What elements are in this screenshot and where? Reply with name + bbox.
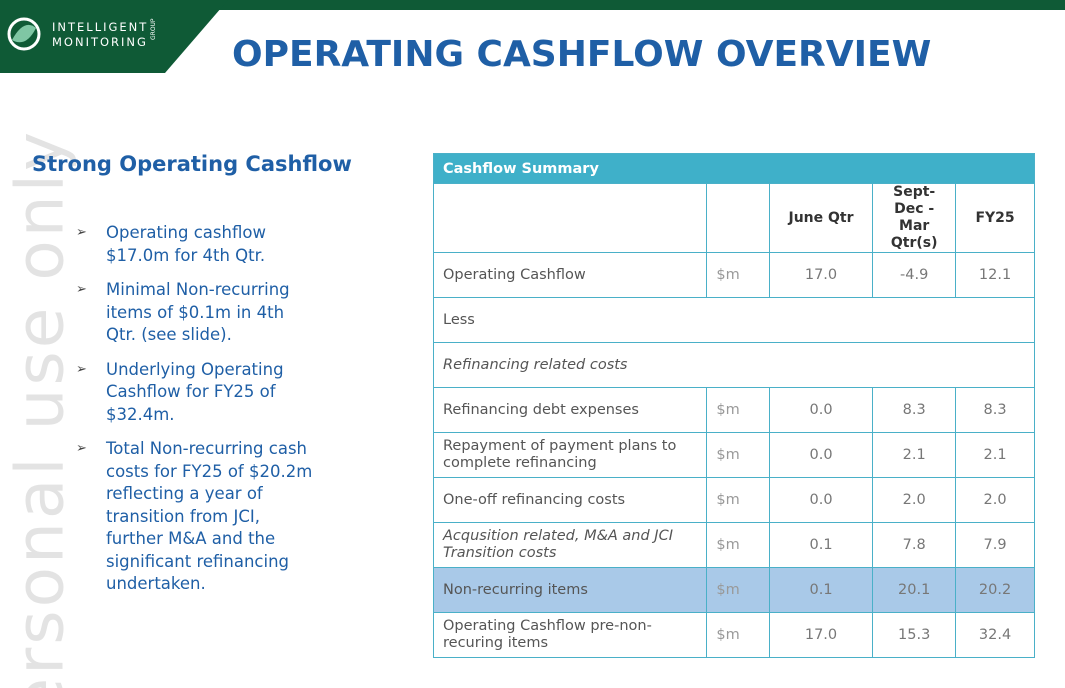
cell-value: 20.1 [872, 567, 957, 613]
unit: $m [706, 567, 770, 613]
table-row: Repayment of payment plans to complete r… [432, 432, 1035, 478]
cell-value: 0.1 [768, 567, 874, 613]
top-bar [0, 0, 1065, 10]
column-header: June Qtr [768, 183, 874, 253]
table-row: Operating Cashflow $m 17.0 -4.9 12.1 [432, 252, 1035, 298]
unit: $m [706, 612, 770, 658]
cell-value: 2.0 [872, 477, 957, 523]
row-label: Non-recurring items [432, 567, 708, 613]
title-row: Cashflow Summary [433, 153, 1035, 184]
cell-value: 2.1 [872, 432, 957, 478]
row-label: One-off refinancing costs [432, 477, 708, 523]
unit: $m [706, 387, 770, 433]
cell-value: -4.9 [872, 252, 957, 298]
cell-value: 0.0 [768, 477, 874, 523]
unit: $m [706, 522, 770, 568]
bullet: Minimal Non-recurring items of $0.1m in … [76, 279, 316, 347]
row-label: Operating Cashflow pre-non-recuring item… [432, 612, 708, 658]
row-label: Repayment of payment plans to complete r… [432, 432, 708, 478]
row-label: Refinancing debt expenses [432, 387, 708, 433]
logo-group: GROUP [150, 18, 157, 40]
logo-text: INTELLIGENT [52, 20, 149, 34]
row-label: Operating Cashflow [432, 252, 708, 298]
cell-value: 17.0 [768, 252, 874, 298]
bullet: Underlying Operating Cashflow for FY25 o… [76, 359, 316, 427]
bullet-list: Operating cashflow $17.0m for 4th Qtr. Mi… [76, 222, 316, 608]
column-header: FY25 [955, 183, 1035, 253]
logo-text: MONITORING [52, 35, 148, 49]
row-label: Acqusition related, M&A and JCI Transiti… [432, 522, 708, 568]
cell-value: 8.3 [955, 387, 1035, 433]
cell-value: 0.1 [768, 522, 874, 568]
cell-value: 0.0 [768, 432, 874, 478]
cell-value: 15.3 [872, 612, 957, 658]
unit: $m [706, 432, 770, 478]
table-row: One-off refinancing costs $m 0.0 2.0 2.0 [432, 477, 1035, 523]
unit: $m [706, 477, 770, 523]
cell-value: 32.4 [955, 612, 1035, 658]
header-row: June Qtr Sept-Dec - Mar Qtr(s) FY25 [432, 183, 1035, 253]
table-row: Acqusition related, M&A and JCI Transiti… [432, 522, 1035, 568]
cell-value: 20.2 [955, 567, 1035, 613]
section-heading: Strong Operating Cashflow [32, 152, 352, 176]
table-row: Less [433, 297, 1035, 343]
column-header: Sept-Dec - Mar Qtr(s) [872, 183, 957, 253]
cell-value: 2.1 [955, 432, 1035, 478]
logo-icon [7, 17, 41, 51]
watermark: ersonal use only [1, 128, 79, 688]
bullet: Operating cashflow $17.0m for 4th Qtr. [76, 222, 316, 267]
cell-value: 7.9 [955, 522, 1035, 568]
table-row: Non-recurring items $m 0.1 20.1 20.2 [432, 567, 1035, 613]
cell-value: 8.3 [872, 387, 957, 433]
unit: $m [706, 252, 770, 298]
cell-value: 7.8 [872, 522, 957, 568]
header-blank [432, 183, 708, 253]
table-row: Refinancing related costs [433, 342, 1035, 388]
cell-value: 0.0 [768, 387, 874, 433]
cell-value: 17.0 [768, 612, 874, 658]
logo-panel: INTELLIGENT MONITORING GROUP [0, 0, 228, 73]
bullet: Total Non-recurring cash costs for FY25 … [76, 438, 316, 596]
table-row: Refinancing debt expenses $m 0.0 8.3 8.3 [432, 387, 1035, 433]
table-title: Cashflow Summary [433, 153, 1035, 184]
cashflow-table: Cashflow Summary June Qtr Sept-Dec - Mar Q… [432, 153, 1035, 658]
cell-value: 2.0 [955, 477, 1035, 523]
table-row: Operating Cashflow pre-non-recuring item… [432, 612, 1035, 658]
cell-value: 12.1 [955, 252, 1035, 298]
header-blank [706, 183, 770, 253]
slide-title: OPERATING CASHFLOW OVERVIEW [232, 34, 932, 75]
row-label: Refinancing related costs [433, 342, 1035, 388]
row-label: Less [433, 297, 1035, 343]
